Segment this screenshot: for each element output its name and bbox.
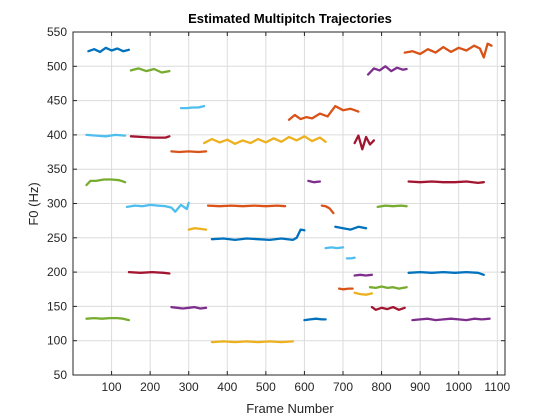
pitch-trajectory-6	[403, 42, 493, 59]
y-tick-label: 100	[47, 334, 67, 348]
pitch-trajectory-19	[187, 227, 208, 231]
pitch-trajectory-17	[376, 204, 408, 209]
pitch-trajectory-23	[345, 256, 356, 260]
pitch-trajectory-10	[202, 135, 327, 145]
y-tick-label: 400	[47, 128, 67, 142]
y-tick-label: 450	[47, 94, 67, 108]
x-tick-label: 500	[256, 380, 276, 394]
pitch-trajectory-29	[368, 285, 408, 290]
pitch-trajectory-34	[303, 317, 327, 322]
x-tick-label: 1100	[484, 380, 510, 394]
pitch-trajectory-35	[210, 340, 295, 344]
pitch-trajectory-27	[337, 287, 354, 291]
series-group	[85, 42, 493, 344]
x-tick-label: 200	[140, 380, 160, 394]
pitch-trajectory-28	[353, 291, 374, 296]
pitch-trajectory-11	[353, 134, 376, 151]
x-tick-label: 300	[179, 380, 199, 394]
pitch-trajectory-7	[85, 133, 127, 138]
pitch-trajectory-18	[407, 180, 485, 185]
x-tick-label: 600	[294, 380, 314, 394]
y-axis-label: F0 (Hz)	[26, 182, 41, 225]
y-tick-label: 500	[47, 59, 67, 73]
pitch-trajectory-20	[210, 228, 306, 242]
pitch-trajectory-14	[206, 204, 287, 208]
pitch-trajectory-22	[334, 225, 368, 231]
x-tick-label: 800	[372, 380, 392, 394]
ticks: 100 200 300 400 500 600 700 800 900 1000 1100 50 100…	[47, 25, 511, 394]
y-tick-label: 150	[47, 299, 67, 313]
pitch-trajectory-33	[85, 316, 131, 322]
x-tick-label: 900	[410, 380, 430, 394]
pitch-trajectory-24	[127, 270, 171, 275]
y-tick-label: 550	[47, 25, 67, 39]
y-tick-label: 350	[47, 162, 67, 176]
pitch-trajectory-13	[125, 201, 190, 213]
pitch-trajectory-2	[129, 67, 171, 74]
pitch-trajectory-26	[353, 273, 374, 277]
pitch-trajectory-4	[287, 104, 360, 121]
x-tick-label: 700	[333, 380, 353, 394]
pitch-trajectory-3	[179, 104, 206, 110]
x-tick-label: 400	[217, 380, 237, 394]
y-tick-label: 300	[47, 197, 67, 211]
x-tick-label: 100	[102, 380, 122, 394]
x-axis-label: Frame Number	[246, 401, 334, 416]
x-tick-label: 1000	[445, 380, 472, 394]
pitch-trajectory-21	[324, 246, 345, 250]
pitch-trajectory-15	[307, 179, 322, 184]
pitch-trajectory-5	[366, 65, 408, 76]
pitch-trajectory-31	[370, 305, 406, 311]
pitch-trajectory-25	[407, 270, 485, 276]
y-tick-label: 250	[47, 231, 67, 245]
pitch-trajectory-9	[170, 150, 208, 154]
chart-title: Estimated Multipitch Trajectories	[188, 11, 392, 26]
pitch-trajectory-16	[320, 204, 335, 215]
y-tick-label: 50	[54, 368, 68, 382]
pitch-trajectory-30	[170, 305, 208, 310]
y-tick-label: 200	[47, 265, 67, 279]
pitch-trajectory-8	[129, 135, 171, 139]
pitch-trajectory-12	[85, 178, 127, 187]
pitch-trajectory-32	[411, 317, 491, 322]
pitch-trajectory-1	[87, 46, 131, 54]
